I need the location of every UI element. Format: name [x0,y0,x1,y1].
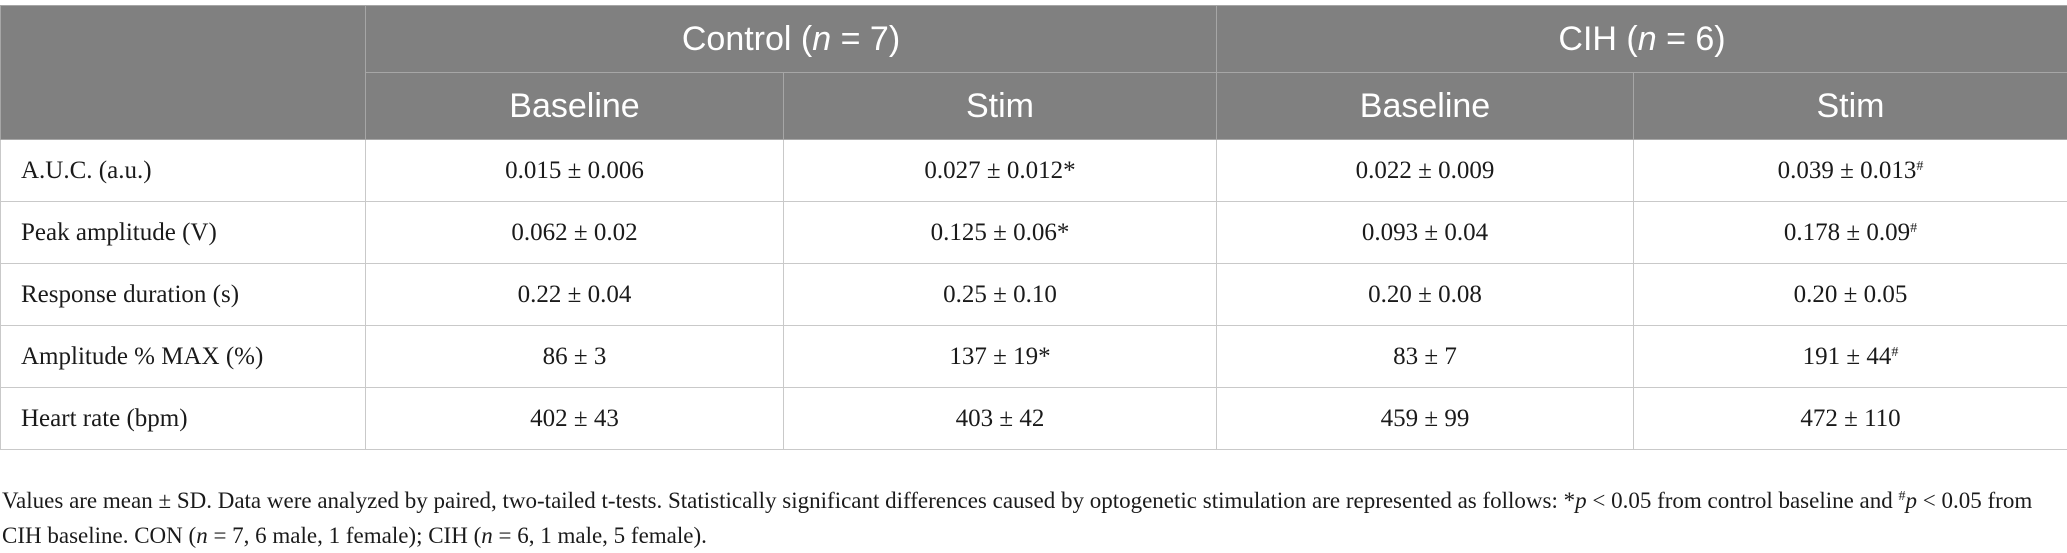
subcolumn-header: Stim [784,73,1217,140]
table-row: Peak amplitude (V) 0.062 ± 0.02 0.125 ± … [1,202,2067,264]
table-footnote: Values are mean ± SD. Data were analyzed… [2,483,2042,553]
table-row: Response duration (s) 0.22 ± 0.04 0.25 ±… [1,264,2067,326]
table-cell: 86 ± 3 [366,326,784,388]
table-cell: 403 ± 42 [784,388,1217,450]
table-cell: 0.022 ± 0.009 [1217,140,1634,202]
table-cell: 0.22 ± 0.04 [366,264,784,326]
table-cell: 0.25 ± 0.10 [784,264,1217,326]
row-label: A.U.C. (a.u.) [1,140,366,202]
row-label: Peak amplitude (V) [1,202,366,264]
row-label: Response duration (s) [1,264,366,326]
results-table: Control (n = 7) CIH (n = 6) Baseline Sti… [0,5,2067,450]
table-row: Amplitude % MAX (%) 86 ± 3 137 ± 19* 83 … [1,326,2067,388]
subcolumn-header: Baseline [366,73,784,140]
table-cell: 0.039 ± 0.013# [1634,140,2067,202]
row-label: Heart rate (bpm) [1,388,366,450]
results-table-container: Control (n = 7) CIH (n = 6) Baseline Sti… [0,5,2067,450]
table-cell: 0.027 ± 0.012* [784,140,1217,202]
subcolumn-header: Baseline [1217,73,1634,140]
subcolumn-header: Stim [1634,73,2067,140]
table-cell: 0.20 ± 0.08 [1217,264,1634,326]
table-cell: 137 ± 19* [784,326,1217,388]
corner-header [1,6,366,140]
table-cell: 0.178 ± 0.09# [1634,202,2067,264]
group-header-control: Control (n = 7) [366,6,1217,73]
table-row: A.U.C. (a.u.) 0.015 ± 0.006 0.027 ± 0.01… [1,140,2067,202]
table-row: Heart rate (bpm) 402 ± 43 403 ± 42 459 ±… [1,388,2067,450]
table-cell: 402 ± 43 [366,388,784,450]
table-cell: 0.125 ± 0.06* [784,202,1217,264]
group-header-cih: CIH (n = 6) [1217,6,2067,73]
row-label: Amplitude % MAX (%) [1,326,366,388]
table-cell: 472 ± 110 [1634,388,2067,450]
group-header-row: Control (n = 7) CIH (n = 6) [1,6,2067,73]
table-cell: 0.015 ± 0.006 [366,140,784,202]
table-cell: 0.093 ± 0.04 [1217,202,1634,264]
table-cell: 0.062 ± 0.02 [366,202,784,264]
table-cell: 0.20 ± 0.05 [1634,264,2067,326]
table-cell: 191 ± 44# [1634,326,2067,388]
table-cell: 459 ± 99 [1217,388,1634,450]
table-cell: 83 ± 7 [1217,326,1634,388]
